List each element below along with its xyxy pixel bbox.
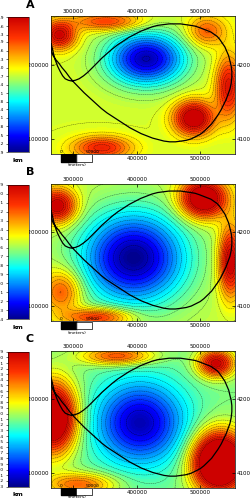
- Text: C: C: [26, 334, 34, 344]
- Text: 50000: 50000: [86, 317, 99, 321]
- Text: km: km: [13, 325, 24, 330]
- Text: (meters): (meters): [67, 163, 86, 167]
- Text: B: B: [26, 167, 34, 177]
- Text: km: km: [13, 492, 24, 497]
- Text: 0: 0: [60, 484, 62, 488]
- Text: (meters): (meters): [67, 495, 86, 499]
- Text: A: A: [26, 0, 34, 9]
- Text: 0: 0: [60, 317, 62, 321]
- Text: 50000: 50000: [86, 150, 99, 154]
- Text: km: km: [13, 158, 24, 163]
- Text: 0: 0: [60, 150, 62, 154]
- Text: (meters): (meters): [67, 330, 86, 334]
- Text: 50000: 50000: [86, 484, 99, 488]
